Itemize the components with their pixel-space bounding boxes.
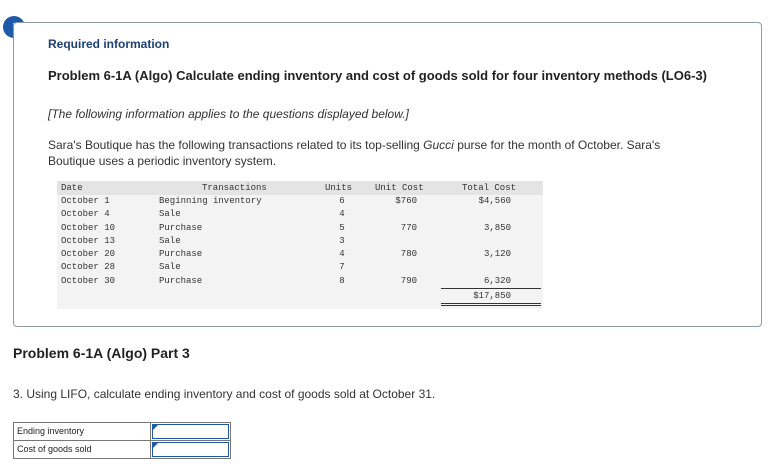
cogs-input[interactable] xyxy=(152,442,229,457)
row2-transaction: Sale xyxy=(159,209,181,219)
row4-transaction: Sale xyxy=(159,236,181,246)
header-date: Date xyxy=(61,183,83,193)
part-title: Problem 6-1A (Algo) Part 3 xyxy=(13,345,190,361)
row7-transaction: Purchase xyxy=(159,276,203,286)
row5-total-cost: 3,120 xyxy=(483,249,511,259)
total-rule xyxy=(441,288,541,289)
transactions-table: Date Transactions Units Unit Cost Total … xyxy=(57,181,543,309)
row4-date: October 13 xyxy=(61,236,116,246)
row2-units: 4 xyxy=(339,209,345,219)
answer-table: Ending inventory Cost of goods sold xyxy=(13,422,231,459)
problem-description: Sara's Boutique has the following transa… xyxy=(48,138,661,168)
row2-date: October 4 xyxy=(61,209,110,219)
row6-units: 7 xyxy=(339,262,345,272)
row7-unit-cost: 790 xyxy=(400,276,417,286)
row7-total-cost: 6,320 xyxy=(483,276,511,286)
row5-transaction: Purchase xyxy=(159,249,203,259)
header-transactions: Transactions xyxy=(202,183,267,193)
required-info-heading: Required information xyxy=(48,37,170,51)
row1-transaction: Beginning inventory xyxy=(159,196,262,206)
row3-date: October 10 xyxy=(61,223,116,233)
row3-units: 5 xyxy=(339,223,345,233)
table-header-row xyxy=(57,181,543,195)
row3-total-cost: 3,850 xyxy=(483,223,511,233)
row6-transaction: Sale xyxy=(159,262,181,272)
row1-total-cost: $4,560 xyxy=(478,196,511,206)
cogs-label: Cost of goods sold xyxy=(14,441,151,458)
row3-transaction: Purchase xyxy=(159,223,203,233)
answer-row-cogs: Cost of goods sold xyxy=(14,440,230,458)
info-panel: Required information Problem 6-1A (Algo)… xyxy=(13,22,762,327)
question-text: 3. Using LIFO, calculate ending inventor… xyxy=(13,387,436,401)
problem-title: Problem 6-1A (Algo) Calculate ending inv… xyxy=(48,68,707,83)
input-flag-icon xyxy=(153,443,158,448)
ending-inventory-label: Ending inventory xyxy=(14,423,151,440)
total-double-rule-bottom xyxy=(441,305,541,306)
row1-unit-cost: $760 xyxy=(395,196,417,206)
row5-units: 4 xyxy=(339,249,345,259)
row1-date: October 1 xyxy=(61,196,110,206)
info-note: [The following information applies to th… xyxy=(48,107,409,121)
row7-date: October 30 xyxy=(61,276,116,286)
row1-units: 6 xyxy=(339,196,345,206)
row6-date: October 28 xyxy=(61,262,116,272)
total-double-rule-top xyxy=(441,303,541,304)
row5-date: October 20 xyxy=(61,249,116,259)
row7-units: 8 xyxy=(339,276,345,286)
header-unit-cost: Unit Cost xyxy=(375,183,424,193)
row4-units: 3 xyxy=(339,236,345,246)
row5-unit-cost: 780 xyxy=(400,249,417,259)
answer-row-ending-inventory: Ending inventory xyxy=(14,423,230,440)
row3-unit-cost: 770 xyxy=(400,223,417,233)
total-cost-value: $17,850 xyxy=(473,291,511,301)
ending-inventory-input[interactable] xyxy=(152,424,229,439)
header-units: Units xyxy=(325,183,353,193)
header-total-cost: Total Cost xyxy=(462,183,517,193)
input-flag-icon xyxy=(153,425,158,430)
